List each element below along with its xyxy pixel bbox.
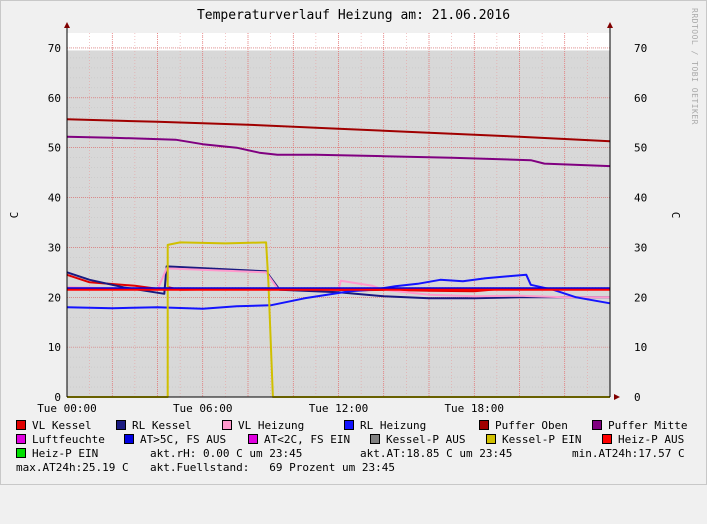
legend-item: VL Kessel (16, 419, 92, 432)
y-tick-label-left: 10 (48, 341, 61, 354)
legend-swatch (16, 448, 26, 458)
legend-item: Kessel-P AUS (370, 433, 465, 446)
y-tick-label-left: 0 (54, 391, 61, 404)
legend-label: RL Kessel (132, 419, 192, 432)
y-tick-label-right: 0 (634, 391, 641, 404)
legend-label: VL Heizung (238, 419, 305, 432)
watermark: RRDTOOL / TOBI OETIKER (690, 8, 699, 125)
y-tick-label-right: 50 (634, 142, 647, 155)
legend-swatch (592, 420, 602, 430)
info-max: max.AT24h:25.19 C (16, 461, 129, 474)
legend-label: VL Kessel (32, 419, 92, 432)
y-tick-label-right: 20 (634, 291, 647, 304)
y-axis-label-right: C (669, 212, 682, 219)
legend-swatch (602, 434, 612, 444)
y-tick-label-left: 70 (48, 42, 61, 55)
legend-item: RL Heizung (344, 419, 426, 432)
y-axis-arrow-right (607, 22, 613, 28)
legend-label: Luftfeuchte (32, 433, 105, 446)
y-axis-label-left: C (8, 212, 21, 219)
legend-label: Puffer Oben (495, 419, 568, 432)
legend-label: Heiz-P AUS (618, 433, 685, 446)
series-line-kessel-p-ein (67, 241, 610, 398)
info-min: min.AT24h:17.57 C (572, 447, 685, 460)
x-tick-label: Tue 00:00 (37, 402, 97, 415)
legend-swatch (16, 434, 26, 444)
legend-item: Puffer Oben (479, 419, 568, 432)
series-line-puffer-oben (66, 118, 611, 143)
legend-item: AT>5C, FS AUS (124, 433, 226, 446)
info-rh: akt.rH: 0.00 C um 23:45 (150, 447, 303, 460)
legend-label: AT>5C, FS AUS (140, 433, 227, 446)
y-tick-label-right: 70 (634, 42, 647, 55)
y-tick-label-left: 40 (48, 192, 61, 205)
legend-swatch (248, 434, 258, 444)
y-tick-label-right: 40 (634, 192, 647, 205)
legend-item: Heiz-P AUS (602, 433, 684, 446)
legend-swatch (370, 434, 380, 444)
x-tick-label: Tue 06:00 (173, 402, 233, 415)
series-line-vl-heizung (66, 267, 610, 299)
x-tick-label: Tue 18:00 (444, 402, 504, 415)
legend-item: VL Heizung (222, 419, 304, 432)
legend-swatch (222, 420, 232, 430)
legend-row-3: Heiz-P EIN akt.rH: 0.00 C um 23:45 akt.A… (16, 447, 685, 512)
legend-label: AT<2C, FS EIN (264, 433, 351, 446)
y-tick-label-right: 30 (634, 241, 647, 254)
series-line-puffer-mitte (66, 135, 611, 168)
y-tick-label-left: 30 (48, 241, 61, 254)
legend-item: RL Kessel (116, 419, 192, 432)
y-axis-arrow-left (64, 22, 70, 28)
legend-row-2: Luftfeuchte AT>5C, FS AUS AT<2C, FS EIN … (16, 433, 684, 524)
legend-swatch (479, 420, 489, 430)
legend-item: Luftfeuchte (16, 433, 105, 446)
info-at: akt.AT:18.85 C um 23:45 (360, 447, 513, 460)
legend-label: RL Heizung (360, 419, 427, 432)
info-fuell: akt.Fuellstand: 69 Prozent um 23:45 (150, 461, 396, 474)
legend-item: Kessel-P EIN (486, 433, 581, 446)
legend-label: Puffer Mitte (608, 419, 688, 432)
y-tick-label-left: 20 (48, 291, 61, 304)
y-tick-label-left: 60 (48, 92, 61, 105)
legend-row-1: VL Kessel RL Kessel VL Heizung RL Heizun… (16, 419, 687, 510)
y-tick-label-left: 50 (48, 142, 61, 155)
x-axis-arrow (614, 394, 620, 400)
legend-label: Kessel-P AUS (386, 433, 466, 446)
legend-swatch (124, 434, 134, 444)
legend-swatch (344, 420, 354, 430)
legend-swatch (16, 420, 26, 430)
legend-item: AT<2C, FS EIN (248, 433, 350, 446)
legend-item: Heiz-P EIN (16, 447, 98, 460)
legend-label: Heiz-P EIN (32, 447, 99, 460)
x-tick-label: Tue 12:00 (309, 402, 369, 415)
legend-row-4: max.AT24h:25.19 C akt.Fuellstand: 69 Pro… (16, 461, 395, 500)
legend-swatch (116, 420, 126, 430)
series-line-rl-heizung (66, 273, 611, 310)
legend-swatch (486, 434, 496, 444)
y-tick-label-right: 10 (634, 341, 647, 354)
chart-canvas: 0 0 10 10 20 20 30 30 40 40 50 50 60 60 70 70 Tue 00:00 T… (8, 22, 682, 415)
legend-item: Puffer Mitte (592, 419, 687, 432)
chart-title: Temperaturverlauf Heizung am: 21.06.2016 (196, 8, 511, 23)
y-tick-label-right: 60 (634, 92, 647, 105)
legend-label: Kessel-P EIN (502, 433, 582, 446)
